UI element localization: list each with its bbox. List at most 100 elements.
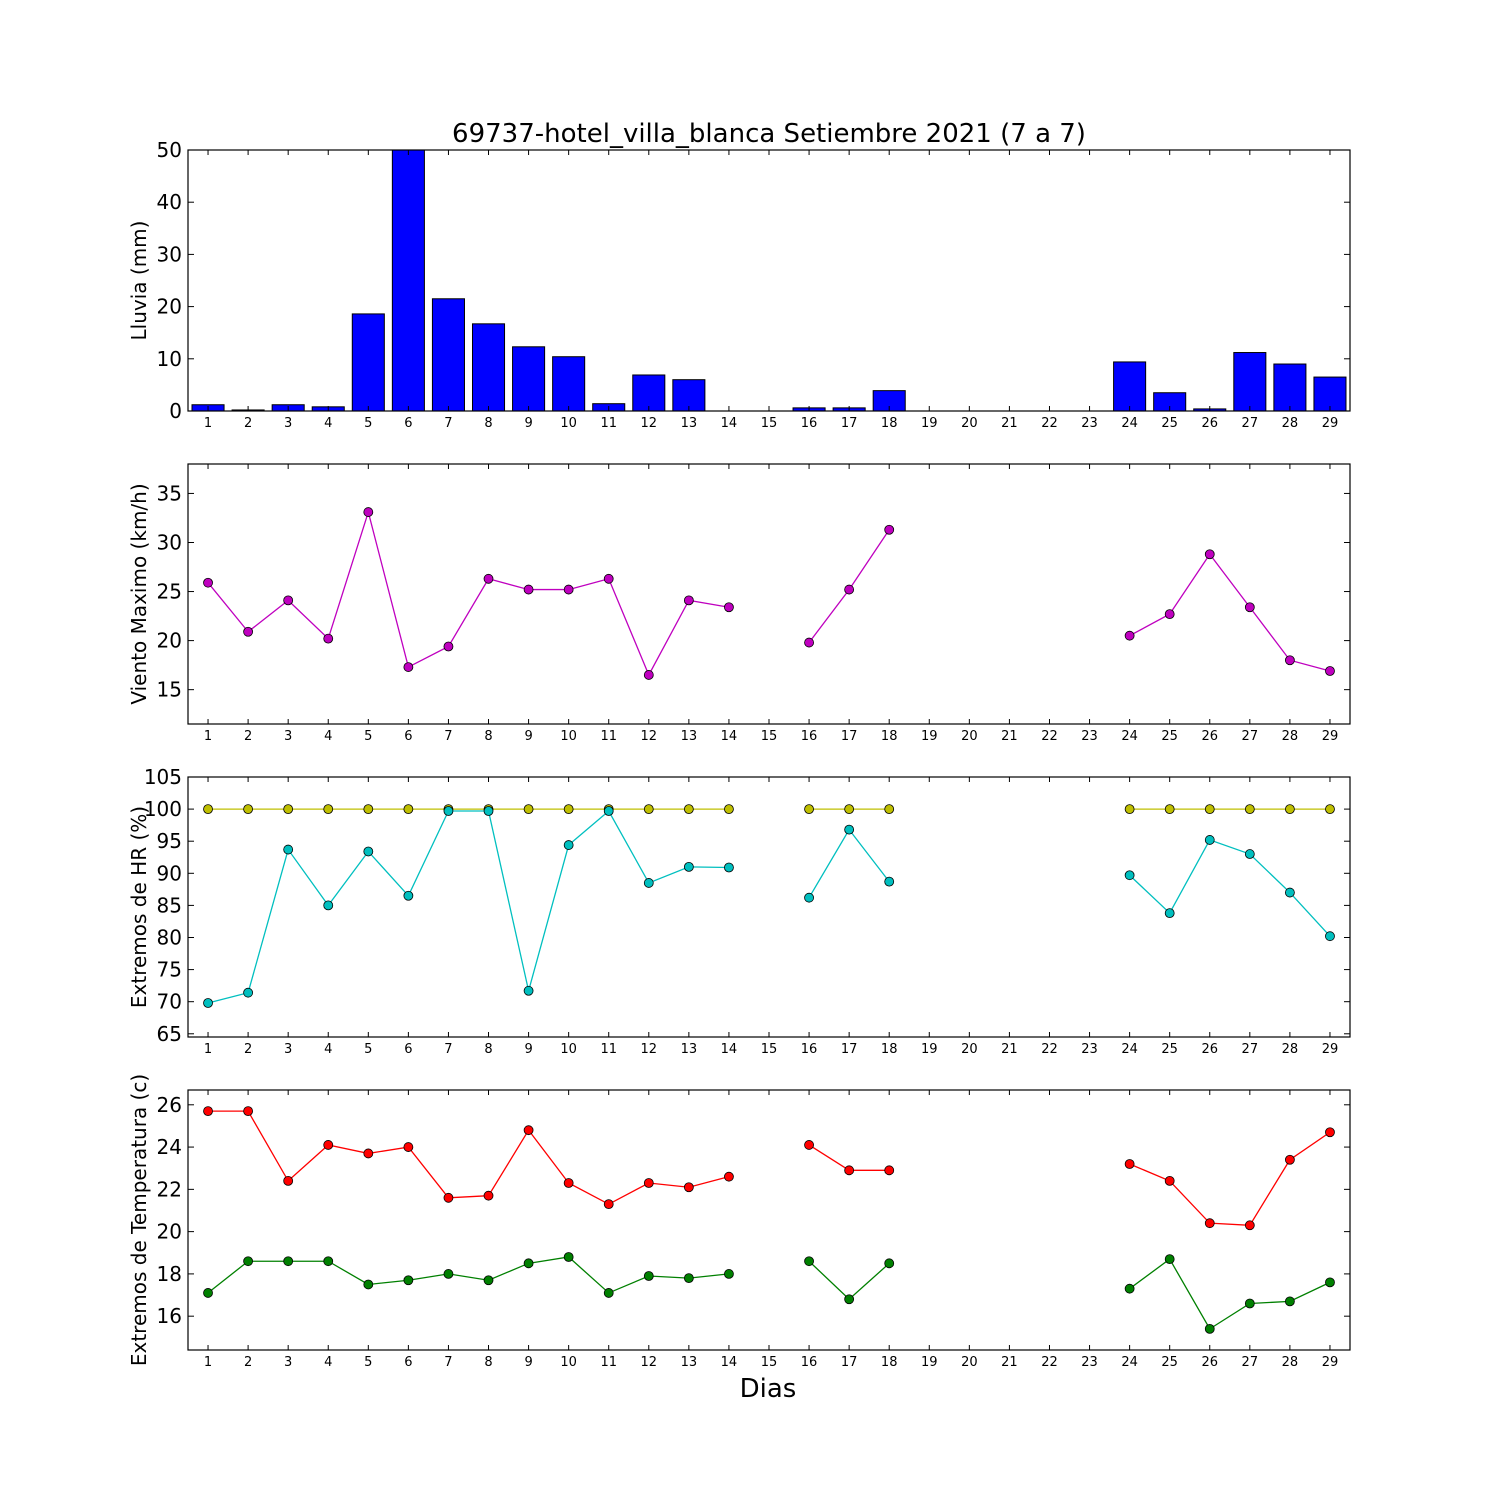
wind-series-0-point-25 <box>1164 609 1175 620</box>
temperature-series-0-point-9 <box>523 1125 534 1136</box>
wind-series-0-point-3 <box>283 595 294 606</box>
rain-xtick-label: 4 <box>324 416 332 431</box>
wind-series-0-point-10 <box>563 584 574 595</box>
wind-y-axis-label: Viento Maximo (km/h) <box>127 483 151 704</box>
humidity-series-0-point-18 <box>884 804 895 814</box>
humidity-series-1-point-7 <box>443 806 454 816</box>
humidity-xtick-label: 22 <box>1041 1042 1058 1057</box>
temperature-y-axis-label: Extremos de Temperatura (c) <box>127 1074 151 1366</box>
wind-series-0-point-6 <box>403 662 414 672</box>
temperature-series-1-point-24 <box>1124 1283 1135 1294</box>
humidity-ytick-label: 70 <box>157 990 182 1014</box>
humidity-xtick-label: 15 <box>761 1042 778 1057</box>
temperature-series-1-point-5 <box>363 1279 374 1290</box>
rain-xtick-label: 21 <box>1001 416 1018 431</box>
humidity-series-1-point-28 <box>1284 887 1295 898</box>
rain-xtick-label: 26 <box>1201 416 1218 431</box>
humidity-series-0-point-3 <box>283 804 294 814</box>
wind-xtick-label: 23 <box>1081 729 1098 744</box>
humidity-series-1-point-2 <box>243 987 254 998</box>
humidity-series-0-point-2 <box>243 804 254 814</box>
temperature-xtick-label: 23 <box>1081 1355 1098 1370</box>
wind-xtick-label: 27 <box>1242 729 1259 744</box>
humidity-series-1-point-11 <box>603 806 614 816</box>
humidity-series-0-point-4 <box>323 804 334 814</box>
temperature-series-1-point-8 <box>483 1275 494 1286</box>
temperature-xtick-label: 20 <box>961 1355 978 1370</box>
rain-bar-5 <box>351 313 385 412</box>
humidity-series-1-point-6 <box>403 890 414 901</box>
rain-ytick-label: 0 <box>169 399 182 423</box>
humidity-xtick-label: 28 <box>1282 1042 1299 1057</box>
humidity-series-0-point-26 <box>1204 804 1215 814</box>
rain-bar-9 <box>512 346 546 412</box>
humidity-series-1-line <box>207 810 729 1004</box>
temperature-series-0-point-26 <box>1204 1218 1215 1229</box>
wind-xtick-label: 14 <box>721 729 738 744</box>
temperature-series-0-point-2 <box>243 1106 254 1117</box>
temperature-ytick-label: 26 <box>157 1093 182 1117</box>
humidity-y-axis-label: Extremos de HR (%) <box>127 806 151 1008</box>
temperature-series-1-point-16 <box>804 1256 814 1267</box>
temperature-xtick-label: 26 <box>1201 1355 1218 1370</box>
humidity-series-1-point-25 <box>1164 908 1175 918</box>
humidity-series-1-point-16 <box>804 892 814 903</box>
rain-xtick-label: 9 <box>524 416 532 431</box>
wind-xtick-label: 20 <box>961 729 978 744</box>
humidity-series-0-point-13 <box>683 804 694 814</box>
humidity-xtick-label: 9 <box>524 1042 532 1057</box>
temperature-series-0-point-3 <box>283 1175 294 1186</box>
temperature-series-0-point-27 <box>1244 1220 1255 1231</box>
temperature-series-1-point-10 <box>563 1252 574 1262</box>
humidity-xtick-label: 1 <box>204 1042 212 1057</box>
temperature-series-0-point-8 <box>483 1190 494 1201</box>
temperature-series-1-point-3 <box>283 1256 294 1267</box>
wind-ytick-label: 25 <box>157 580 182 604</box>
wind-xtick-label: 29 <box>1322 729 1339 744</box>
temperature-xtick-label: 9 <box>524 1355 532 1370</box>
temperature-series-0-line <box>208 1110 730 1205</box>
humidity-series-1-point-8 <box>483 806 494 816</box>
humidity-xtick-label: 23 <box>1081 1042 1098 1057</box>
temperature-series-0-point-29 <box>1325 1127 1335 1138</box>
humidity-xtick-label: 10 <box>560 1042 577 1057</box>
rain-xtick-label: 27 <box>1242 416 1259 431</box>
humidity-series-1-point-27 <box>1244 849 1255 859</box>
temperature-xtick-label: 29 <box>1322 1355 1339 1370</box>
wind-series-0-point-4 <box>323 633 334 644</box>
temperature-xtick-label: 17 <box>841 1355 858 1370</box>
temperature-xtick-label: 16 <box>801 1355 818 1370</box>
temperature-series-0-point-13 <box>683 1182 694 1193</box>
humidity-xtick-label: 11 <box>600 1042 617 1057</box>
temperature-xtick-label: 7 <box>444 1355 452 1370</box>
temperature-ytick-label: 20 <box>157 1220 182 1244</box>
temperature-axes-frame <box>187 1089 1351 1351</box>
temperature-xtick-label: 13 <box>681 1355 698 1370</box>
rain-xtick-label: 15 <box>761 416 778 431</box>
humidity-series-1-point-9 <box>523 985 534 996</box>
temperature-xtick-label: 1 <box>204 1355 212 1370</box>
humidity-series-0-point-25 <box>1164 804 1175 814</box>
humidity-xtick-label: 21 <box>1001 1042 1018 1057</box>
temperature-series-0-point-10 <box>563 1178 574 1188</box>
wind-series-0-line <box>207 509 730 677</box>
humidity-xtick-label: 14 <box>721 1042 738 1057</box>
wind-series-0-point-11 <box>603 573 614 584</box>
humidity-ytick-label: 95 <box>157 829 182 853</box>
temperature-series-1-point-6 <box>403 1275 414 1286</box>
temperature-series-1-point-4 <box>323 1256 334 1267</box>
temperature-series-1-point-1 <box>203 1288 213 1298</box>
rain-xtick-label: 23 <box>1081 416 1098 431</box>
wind-series-0-point-24 <box>1124 630 1135 641</box>
wind-series-0-point-9 <box>523 584 534 595</box>
temperature-series-0-point-6 <box>403 1142 414 1152</box>
wind-series-0-point-12 <box>643 670 654 680</box>
humidity-xtick-label: 13 <box>681 1042 698 1057</box>
humidity-series-0-point-29 <box>1325 804 1335 814</box>
wind-xtick-label: 12 <box>641 729 658 744</box>
humidity-xtick-label: 18 <box>881 1042 898 1057</box>
temperature-series-1-point-12 <box>643 1271 654 1281</box>
wind-series-0-line <box>1129 553 1331 672</box>
